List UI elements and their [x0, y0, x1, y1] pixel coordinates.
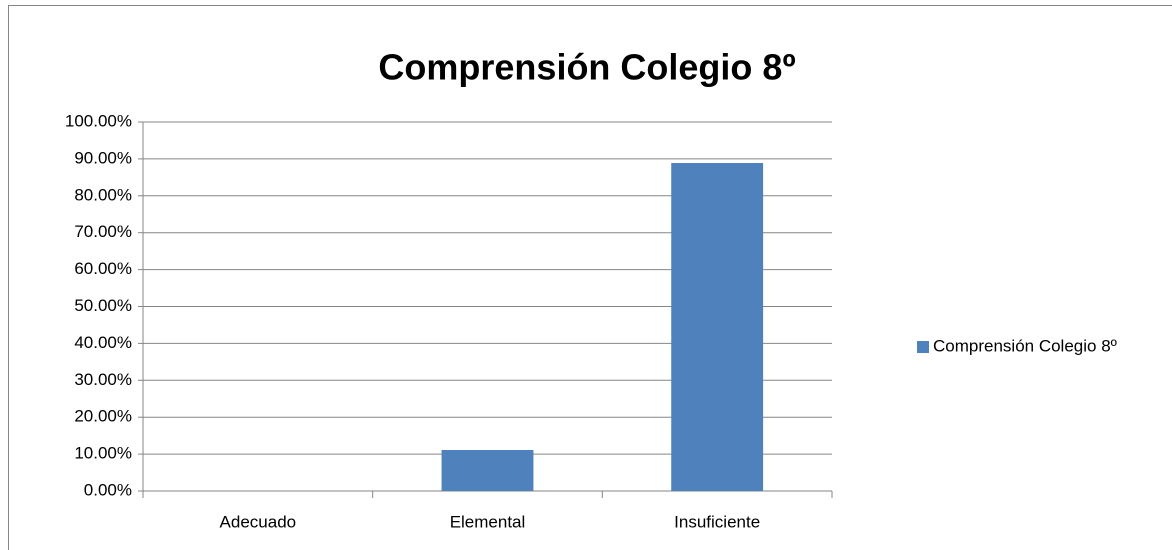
y-tick-label: 40.00%: [74, 333, 132, 352]
y-tick-label: 80.00%: [74, 185, 132, 204]
x-tick-label: Insuficiente: [674, 512, 760, 531]
bar: [671, 162, 764, 491]
chart-border: [8, 5, 1172, 550]
y-tick-label: 50.00%: [74, 296, 132, 315]
y-tick-label: 90.00%: [74, 148, 132, 167]
y-tick-label: 30.00%: [74, 370, 132, 389]
legend-swatch: [917, 341, 929, 353]
y-tick-label: 20.00%: [74, 407, 132, 426]
chart-title: Comprensión Colegio 8º: [378, 47, 795, 88]
y-tick-label: 100.00%: [65, 111, 132, 130]
x-tick-label: Elemental: [450, 512, 526, 531]
bar: [441, 450, 534, 491]
x-tick-label: Adecuado: [220, 512, 297, 531]
y-tick-label: 60.00%: [74, 259, 132, 278]
legend-label: Comprensión Colegio 8º: [933, 336, 1117, 355]
y-tick-label: 0.00%: [84, 480, 132, 499]
y-tick-label: 10.00%: [74, 444, 132, 463]
y-tick-label: 70.00%: [74, 222, 132, 241]
